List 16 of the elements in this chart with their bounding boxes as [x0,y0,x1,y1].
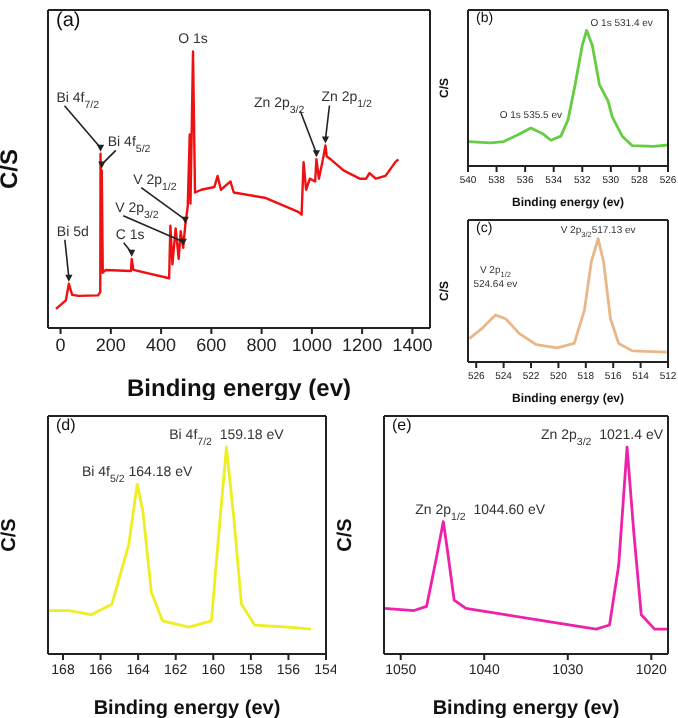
chart-title: (e) [392,416,412,434]
x-axis-title: Binding energy (ev) [93,698,281,718]
x-tick-label: 1000 [291,334,332,355]
y-axis-title: C/S [335,517,358,552]
x-axis-title: Binding energy (ev) [432,698,620,718]
x-tick-label: 200 [95,334,126,355]
x-tick-label: 400 [146,334,177,355]
x-tick-label: 800 [246,334,277,355]
x-tick-label: 0 [55,334,66,355]
x-tick-label: 1200 [342,334,383,355]
x-tick-label: 600 [196,334,227,355]
chart-title: (a) [56,10,81,32]
y-axis-title: C/S [0,148,23,190]
x-tick-label: 1400 [392,334,433,355]
y-axis-title: C/S [0,517,22,552]
chart-title: (d) [56,416,76,434]
